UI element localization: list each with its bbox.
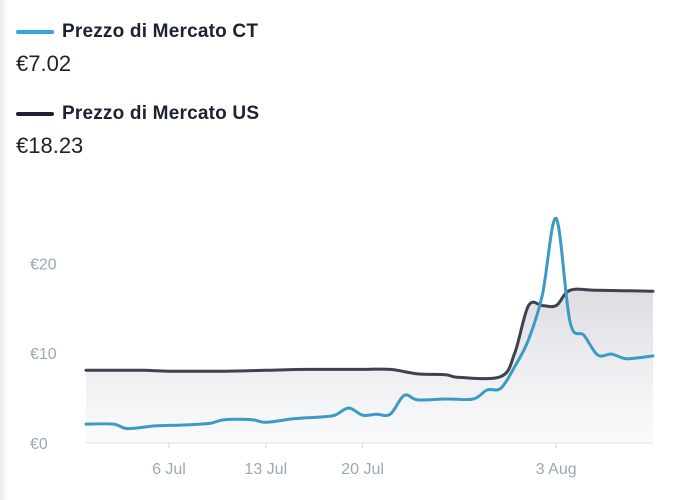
x-tick-label: 6 Jul — [152, 461, 186, 478]
series-line-ct — [84, 216, 655, 431]
y-tick-label: €10 — [30, 346, 57, 363]
x-tick-label: 3 Aug — [536, 461, 577, 478]
x-tick-label: 13 Jul — [244, 461, 287, 478]
us-area-fill — [86, 289, 653, 443]
y-tick-label: €0 — [30, 436, 48, 453]
x-tick-label: 20 Jul — [341, 461, 384, 478]
legend-label-ct: Prezzo di Mercato CT — [62, 21, 259, 42]
legend-value-us: €18.23 — [16, 133, 84, 158]
legend-us[interactable]: Prezzo di Mercato US €18.23 — [16, 101, 259, 159]
y-tick-label: €20 — [30, 256, 57, 273]
series-line-us — [84, 287, 655, 381]
legend-swatch-us — [16, 112, 54, 116]
legend-label-us: Prezzo di Mercato US — [62, 103, 260, 124]
legend-swatch-ct — [16, 30, 54, 34]
page-edge-shadow — [0, 0, 8, 500]
legend-ct[interactable]: Prezzo di Mercato CT €7.02 — [16, 19, 258, 77]
legend-value-ct: €7.02 — [16, 51, 72, 76]
